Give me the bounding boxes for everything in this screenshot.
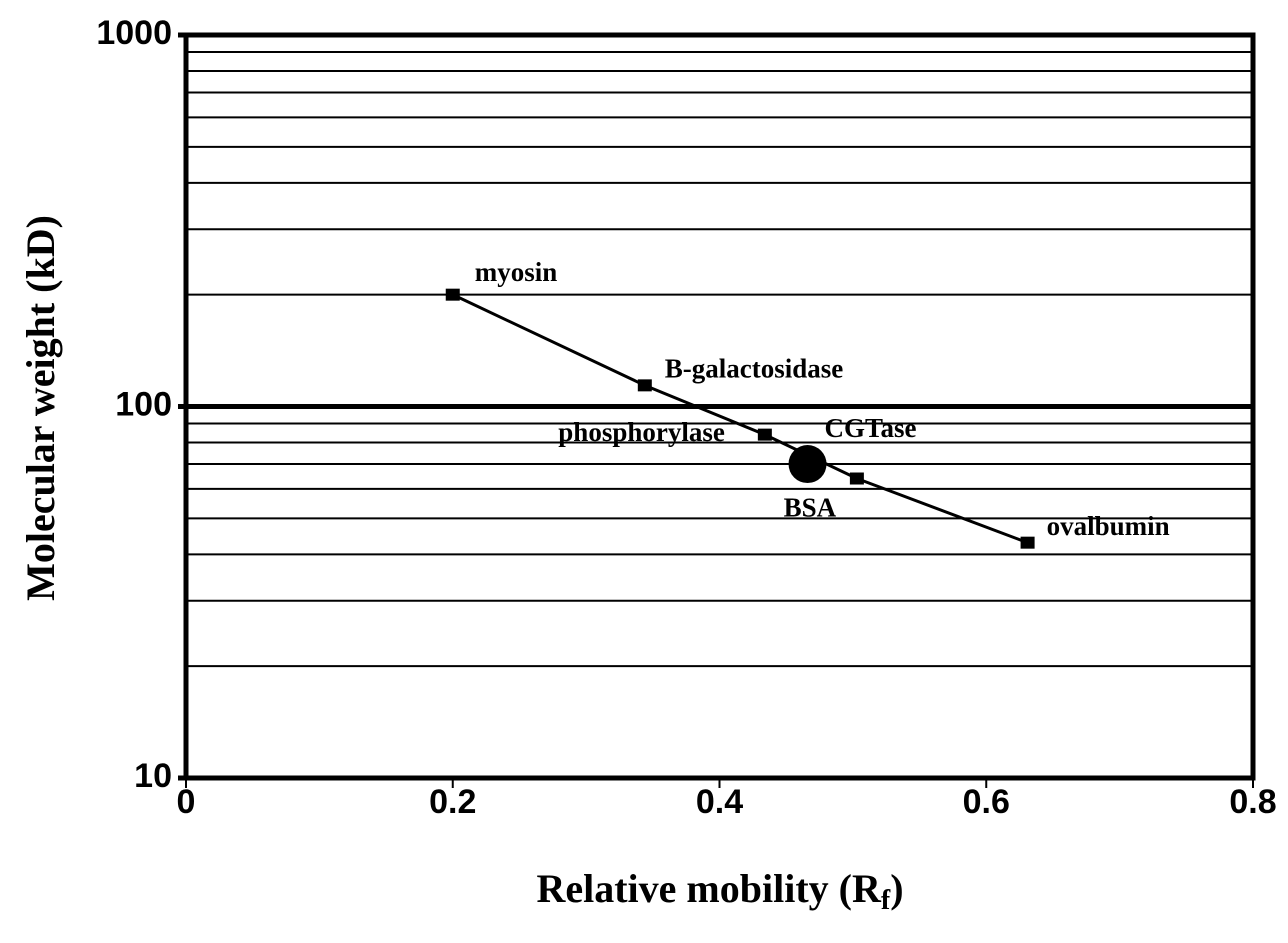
x-axis-label: Relative mobility (Rf)	[536, 866, 903, 916]
plot-frame	[183, 32, 1256, 781]
point	[637, 379, 652, 392]
point-label: B-galactosidase	[665, 354, 844, 384]
x-axis-label-end: )	[890, 866, 903, 911]
point-label: BSA	[784, 493, 837, 523]
y-tick-label: 1000	[96, 14, 172, 52]
point	[757, 428, 772, 441]
point-label: myosin	[475, 257, 558, 287]
point	[445, 288, 460, 301]
x-tick-label: 0.4	[696, 783, 743, 821]
y-tick-label: 100	[115, 385, 172, 423]
y-tick-label: 10	[134, 757, 172, 795]
x-tick-label: 0	[177, 783, 196, 821]
series-line	[452, 293, 1029, 545]
point-label: ovalbumin	[1047, 511, 1170, 541]
y-axis-label: Molecular weight (kD)	[18, 215, 63, 601]
x-tick-label: 0.2	[429, 783, 476, 821]
point-label: phosphorylase	[558, 417, 725, 447]
point	[849, 472, 864, 485]
x-tick-label: 0.8	[1229, 783, 1276, 821]
point-label: CGTase	[825, 413, 917, 443]
x-tick-label: 0.6	[963, 783, 1010, 821]
x-axis-label-main: Relative mobility (R	[536, 866, 881, 911]
point	[1020, 536, 1035, 549]
x-axis-label-sub: f	[881, 885, 891, 916]
point	[788, 445, 827, 484]
